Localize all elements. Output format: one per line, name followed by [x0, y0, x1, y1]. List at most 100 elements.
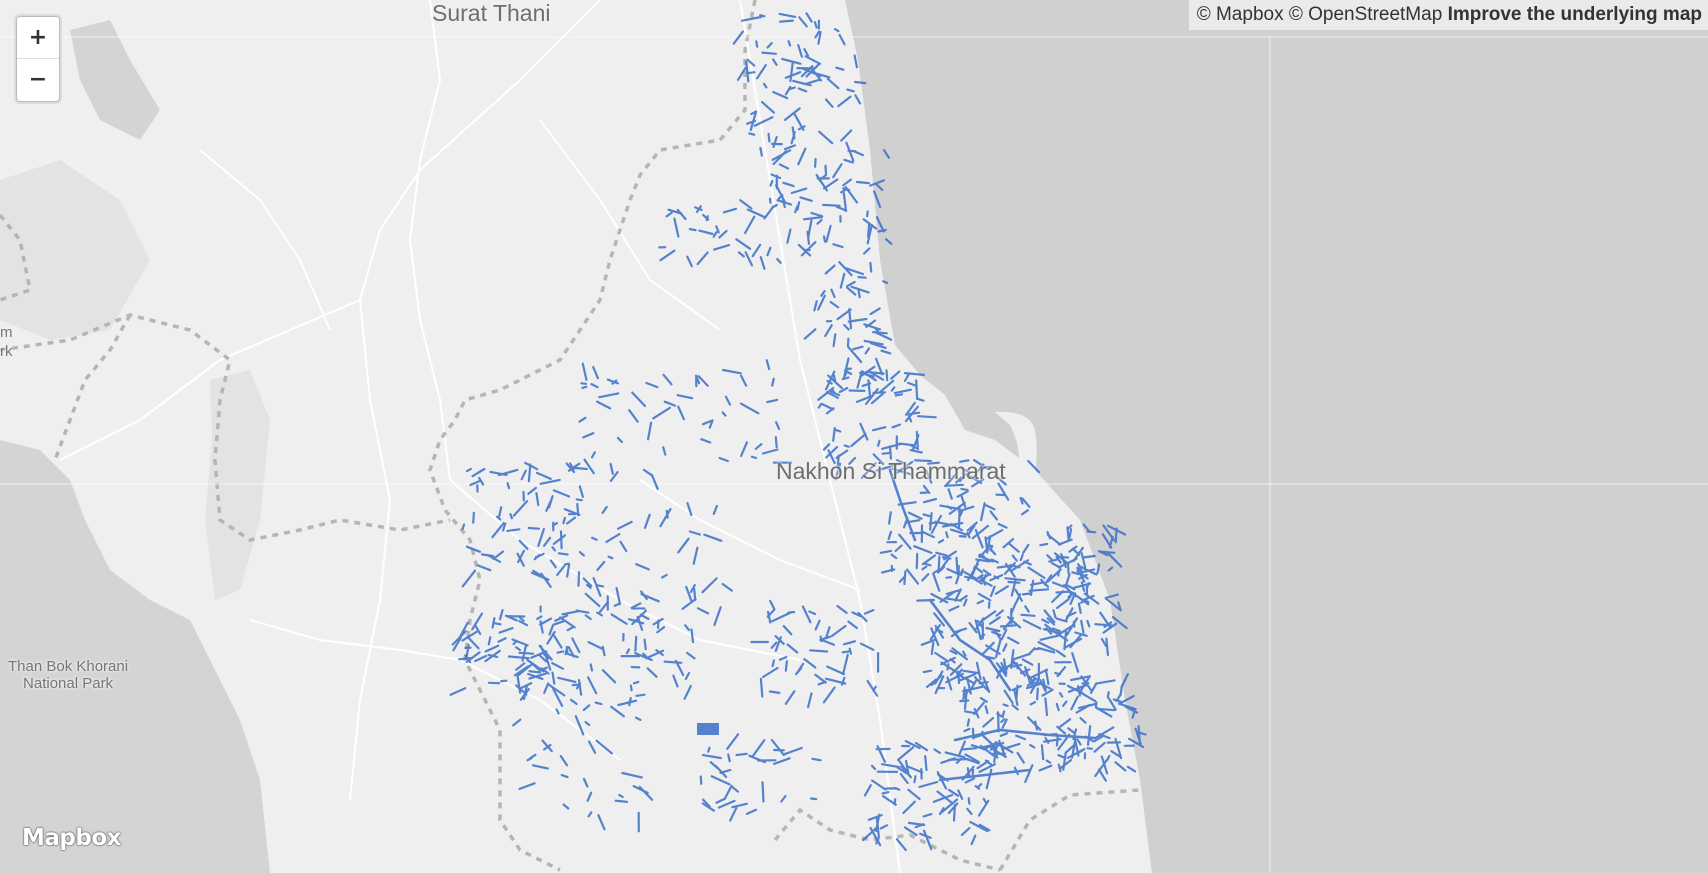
data-segment	[964, 777, 976, 784]
data-segment	[709, 761, 719, 769]
data-segment	[1039, 542, 1049, 547]
mapbox-attribution-link[interactable]: © Mapbox	[1196, 4, 1284, 25]
data-segment	[563, 562, 570, 566]
data-segment	[944, 471, 959, 488]
terrain-shade-2	[205, 370, 270, 600]
data-segment	[632, 680, 640, 685]
data-segment	[701, 577, 718, 594]
data-segment	[798, 16, 808, 28]
data-segment	[766, 398, 779, 404]
data-segment	[1044, 697, 1049, 717]
data-segment	[684, 624, 691, 632]
data-segment	[646, 667, 658, 678]
data-segment	[1117, 702, 1137, 711]
data-segment	[881, 451, 892, 455]
data-segment	[1085, 582, 1090, 590]
data-segment	[814, 673, 827, 684]
data-segment	[694, 374, 701, 385]
data-segment	[1050, 562, 1062, 569]
data-segment	[545, 500, 552, 512]
mapbox-logo[interactable]: Mapbox	[22, 825, 121, 851]
data-segment	[877, 228, 888, 233]
data-segment	[893, 388, 912, 395]
data-segment	[627, 618, 645, 625]
data-segment	[853, 80, 867, 85]
data-segment	[1075, 568, 1096, 575]
data-segment	[569, 698, 578, 706]
data-segment	[1041, 688, 1054, 697]
data-segment	[863, 784, 872, 797]
data-segment	[749, 110, 758, 132]
data-segment	[596, 611, 604, 617]
data-segment	[697, 375, 709, 387]
data-segment	[918, 780, 939, 789]
data-segment	[822, 178, 839, 190]
osm-attribution-link[interactable]: © OpenStreetMap	[1288, 4, 1443, 25]
data-segment	[777, 194, 784, 200]
data-segment	[881, 790, 890, 795]
data-segment	[911, 434, 920, 452]
data-segment	[552, 620, 565, 626]
data-segment	[570, 466, 588, 471]
data-segment	[1064, 607, 1074, 622]
data-segment	[988, 616, 1001, 625]
data-segment	[571, 683, 581, 687]
data-segment	[630, 602, 642, 609]
data-segment	[947, 488, 953, 500]
data-segment	[766, 246, 772, 257]
data-segment	[792, 79, 812, 87]
data-segment	[562, 516, 567, 525]
data-segment	[1043, 574, 1053, 586]
data-segment	[551, 671, 556, 685]
improve-map-link[interactable]: Improve the underlying map	[1447, 4, 1702, 25]
data-segment	[940, 757, 956, 764]
data-segment	[1014, 588, 1024, 602]
data-segment	[689, 583, 696, 594]
data-segment	[628, 409, 639, 423]
data-segment	[474, 654, 488, 663]
data-segment	[800, 241, 817, 257]
data-segment	[1079, 674, 1092, 692]
data-segment	[832, 163, 843, 179]
data-segment	[866, 223, 871, 238]
data-segment	[556, 650, 565, 654]
data-segment	[959, 672, 977, 682]
data-segment	[846, 88, 855, 93]
data-segment	[945, 597, 962, 602]
data-segment	[1094, 706, 1113, 718]
data-segment	[857, 289, 861, 299]
data-segment	[713, 244, 731, 251]
data-segment	[518, 651, 535, 655]
data-segment	[1092, 735, 1104, 743]
data-segment	[527, 463, 532, 483]
data-segment	[731, 802, 748, 809]
data-segment	[854, 94, 862, 105]
zoom-out-button[interactable]: −	[17, 58, 59, 99]
data-segment	[871, 426, 887, 432]
data-segment	[1093, 741, 1106, 753]
data-segment	[890, 386, 896, 392]
data-segment	[616, 436, 624, 444]
data-segment	[1105, 754, 1111, 762]
data-segment	[511, 638, 529, 647]
data-segment	[949, 649, 958, 655]
data-segment	[958, 594, 968, 602]
data-segment	[1080, 552, 1087, 569]
data-segment	[1021, 497, 1031, 508]
data-segment	[659, 249, 676, 262]
data-segment	[1103, 621, 1113, 629]
data-segment	[980, 610, 997, 623]
data-segment	[907, 415, 913, 423]
data-segment	[750, 110, 757, 116]
data-segment	[578, 485, 585, 498]
data-segment	[726, 733, 740, 750]
data-segment	[745, 60, 750, 83]
data-segment	[793, 112, 805, 131]
zoom-in-button[interactable]: +	[17, 17, 59, 58]
data-segment	[870, 392, 885, 405]
data-segment	[768, 197, 772, 204]
data-segment	[837, 95, 852, 108]
data-segment	[1072, 546, 1085, 563]
data-segment	[879, 549, 893, 554]
